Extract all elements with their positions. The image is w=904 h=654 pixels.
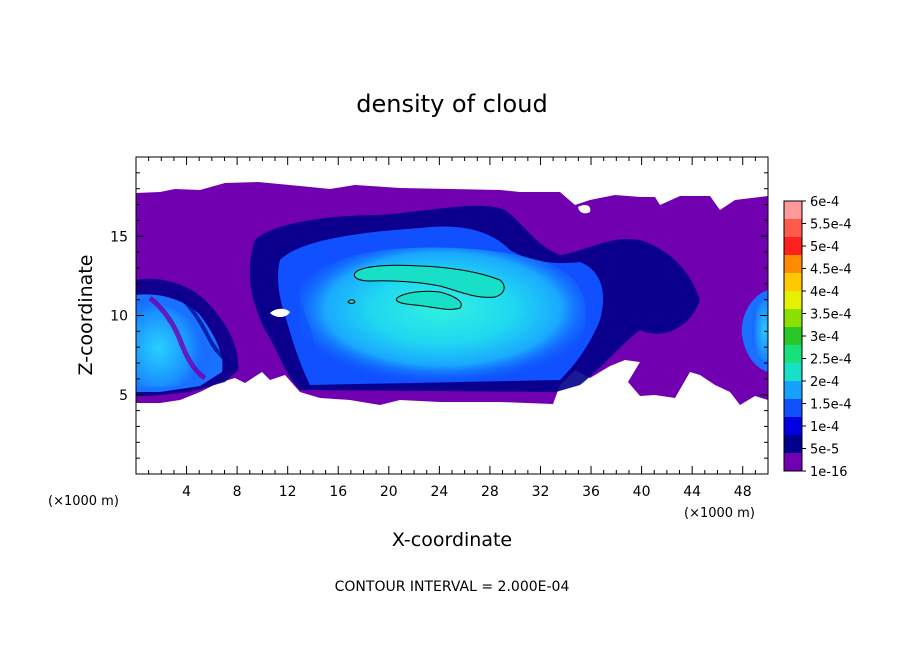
- colorbar-label: 6e-4: [810, 195, 839, 210]
- colorbar-label: 1e-16: [810, 465, 848, 480]
- colorbar-swatch: [784, 309, 802, 328]
- colorbar: [783, 200, 803, 472]
- x-tick-label: 16: [329, 484, 347, 500]
- x-tick-label: 48: [734, 484, 752, 500]
- cloud-core-right: [749, 298, 768, 362]
- cloud-core: [299, 247, 586, 384]
- x-tick-label: 36: [582, 484, 600, 500]
- colorbar-swatch: [784, 399, 802, 418]
- x-tick-label: 4: [182, 484, 191, 500]
- colorbar-label: 2.5e-4: [810, 353, 852, 368]
- colorbar-swatch: [784, 273, 802, 292]
- x-tick-label: 44: [683, 484, 701, 500]
- colorbar-swatch: [784, 417, 802, 436]
- x-tick-label: 24: [430, 484, 448, 500]
- colorbar-label: 1e-4: [810, 420, 839, 435]
- y-tick-label: 15: [110, 229, 128, 245]
- y-axis-label: Z-coordinate: [75, 255, 97, 376]
- colorbar-label: 5e-5: [810, 443, 839, 458]
- x-axis-unit: (×1000 m): [684, 506, 755, 521]
- x-tick-label: 32: [532, 484, 550, 500]
- y-axis-unit: (×1000 m): [48, 494, 119, 509]
- max-region-speck: [347, 299, 356, 304]
- x-tick-label: 40: [633, 484, 651, 500]
- contour-interval-text: CONTOUR INTERVAL = 2.000E-04: [335, 579, 570, 595]
- colorbar-swatch: [784, 453, 802, 472]
- colorbar-swatch: [784, 237, 802, 256]
- x-tick-label: 12: [279, 484, 297, 500]
- heatmap-field: [136, 182, 768, 405]
- max-region-lower: [395, 290, 462, 310]
- colorbar-swatch: [784, 291, 802, 310]
- x-axis-label: X-coordinate: [392, 529, 512, 551]
- colorbar-swatch: [784, 435, 802, 454]
- x-axis-ticks: 4 8 12 16 20 24 28 32 36 40 44 48: [148, 157, 756, 500]
- clear-gap-2: [578, 204, 591, 214]
- colorbar-swatch: [784, 327, 802, 346]
- colorbar-swatch: [784, 219, 802, 238]
- colorbar-label: 1.5e-4: [810, 398, 852, 413]
- y-axis-ticks: 5 10 15: [110, 172, 768, 459]
- y-tick-label: 5: [119, 388, 128, 404]
- colorbar-swatch: [784, 201, 802, 220]
- colorbar-label: 5e-4: [810, 240, 839, 255]
- colorbar-label: 4e-4: [810, 285, 839, 300]
- clear-gap-1: [270, 308, 290, 318]
- chart-title: density of cloud: [356, 90, 547, 118]
- colorbar-label: 3.5e-4: [810, 308, 852, 323]
- colorbar-label: 4.5e-4: [810, 263, 852, 278]
- colorbar-labels: 6e-4 5.5e-4 5e-4 4.5e-4 4e-4 3.5e-4 3e-4 2.5e-4…: [802, 195, 852, 480]
- colorbar-swatch: [784, 381, 802, 400]
- colorbar-swatch: [784, 345, 802, 364]
- x-tick-label: 28: [481, 484, 499, 500]
- colorbar-label: 2e-4: [810, 375, 839, 390]
- colorbar-label: 3e-4: [810, 330, 839, 345]
- max-region-upper: [353, 264, 505, 298]
- y-tick-label: 10: [110, 309, 128, 325]
- left-filament-1: [148, 296, 207, 381]
- left-filament-2: [173, 290, 240, 370]
- colorbar-swatch: [784, 363, 802, 382]
- colorbar-swatch: [784, 255, 802, 274]
- mid-filament: [291, 298, 322, 379]
- colorbar-label: 5.5e-4: [810, 218, 852, 233]
- x-tick-label: 8: [233, 484, 242, 500]
- x-tick-label: 20: [380, 484, 398, 500]
